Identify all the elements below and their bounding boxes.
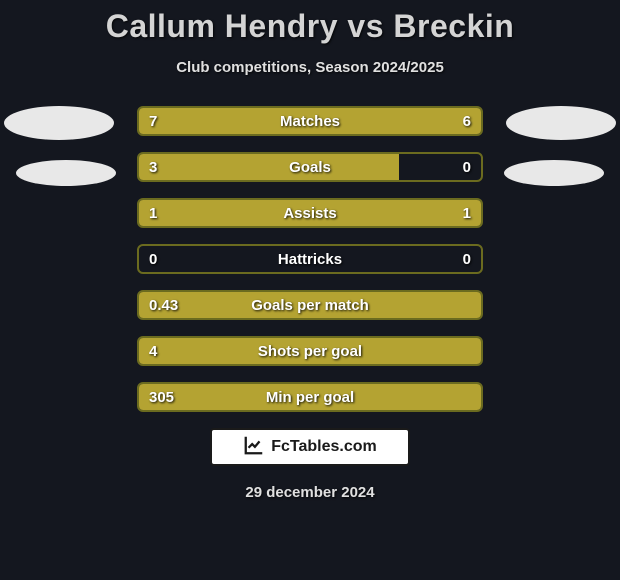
page-title: Callum Hendry vs Breckin [0, 0, 620, 45]
subtitle: Club competitions, Season 2024/2025 [0, 59, 620, 76]
bar-fill-right [324, 108, 481, 134]
stat-label: Hattricks [139, 246, 481, 272]
bar-fill-left [139, 200, 310, 226]
team-badge-left-2 [16, 160, 116, 186]
stat-value-left: 7 [149, 108, 157, 134]
brand-badge[interactable]: FcTables.com [210, 428, 410, 466]
stat-row: 0.43Goals per match [137, 290, 483, 320]
stat-value-left: 305 [149, 384, 174, 410]
brand-text: FcTables.com [271, 438, 377, 456]
stat-value-right: 0 [463, 246, 471, 272]
bar-fill-right [310, 200, 481, 226]
stat-value-left: 3 [149, 154, 157, 180]
bar-fill-left [139, 384, 481, 410]
bar-fill-left [139, 338, 481, 364]
stat-value-right: 0 [463, 154, 471, 180]
team-badge-right-1 [506, 106, 616, 140]
stat-row: 305Min per goal [137, 382, 483, 412]
stat-row: 30Goals [137, 152, 483, 182]
stat-value-left: 0 [149, 246, 157, 272]
stat-row: 76Matches [137, 106, 483, 136]
footer-date: 29 december 2024 [0, 484, 620, 501]
stat-row: 0 0Hattricks [137, 244, 483, 274]
team-badge-left-1 [4, 106, 114, 140]
bar-fill-left [139, 108, 324, 134]
stat-row: 11Assists [137, 198, 483, 228]
stat-value-left: 1 [149, 200, 157, 226]
stat-value-left: 4 [149, 338, 157, 364]
team-badge-right-2 [504, 160, 604, 186]
stat-value-right: 1 [463, 200, 471, 226]
comparison-chart: 76Matches30Goals11Assists00Hattricks0.43… [0, 106, 620, 412]
bar-fill-left [139, 154, 399, 180]
stat-value-left: 0.43 [149, 292, 178, 318]
stat-value-right: 6 [463, 108, 471, 134]
stat-row: 4Shots per goal [137, 336, 483, 366]
chart-icon [243, 434, 265, 461]
bar-fill-left [139, 292, 481, 318]
